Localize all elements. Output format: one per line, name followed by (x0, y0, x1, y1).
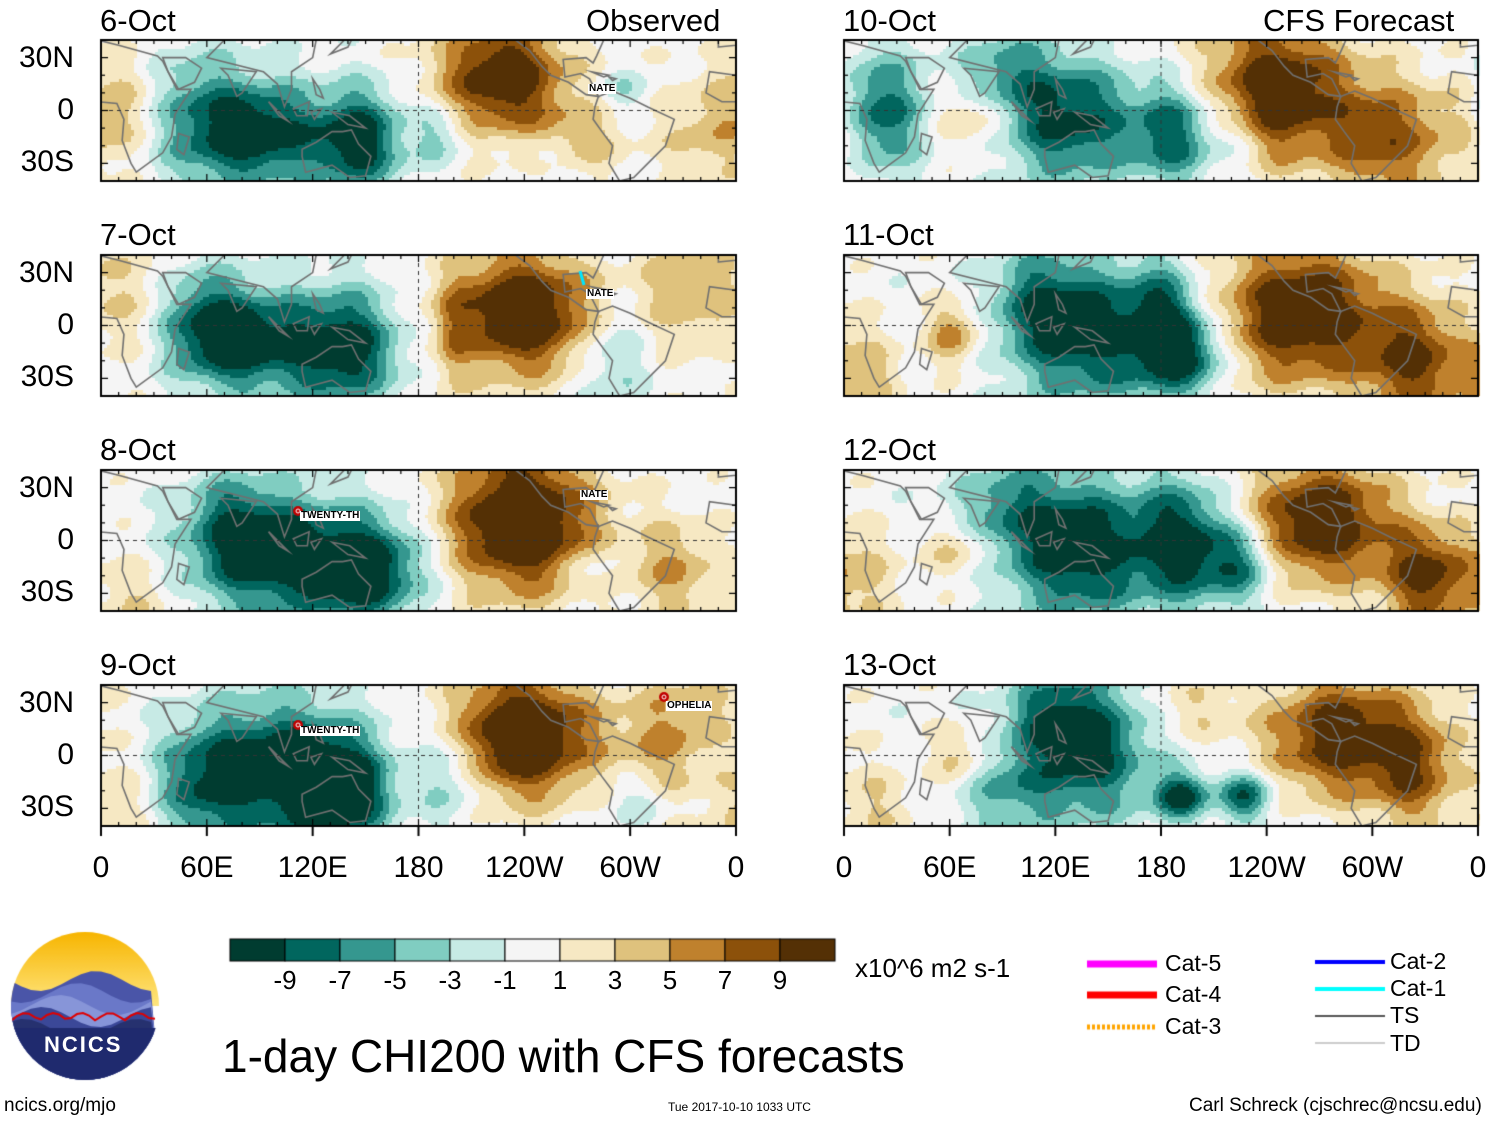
colorbar-tick-label: 7 (717, 965, 733, 995)
legend-label-td: TD (1390, 1030, 1421, 1056)
colorbar-tick-label: -3 (438, 965, 462, 995)
colorbar-tick-label: 1 (552, 965, 568, 995)
colorbar-tick-label: 9 (772, 965, 788, 995)
lon-tick-label: 120W (1227, 851, 1306, 884)
lat-tick-label: 0 (57, 308, 74, 341)
lat-tick-label: 0 (57, 738, 74, 771)
colorbar-tick-label: -1 (493, 965, 517, 995)
colorbar-tick-label: -9 (273, 965, 297, 995)
storm-label-twenty-th-8oct: TWENTY-TH (300, 510, 361, 521)
site-link[interactable]: ncics.org/mjo (4, 1095, 116, 1116)
panel-date-8-oct: 8-Oct (100, 432, 176, 467)
panel-date-7-oct: 7-Oct (100, 217, 176, 252)
figure-title: 1-day CHI200 with CFS forecasts (222, 1030, 905, 1082)
panel-date-11-oct: 11-Oct (843, 217, 934, 252)
lat-tick-label: 0 (57, 523, 74, 556)
ncics-logo-text: NCICS (44, 1032, 123, 1057)
lon-tick-label: 60W (1341, 851, 1404, 884)
lat-tick-label: 30S (20, 790, 74, 823)
legend-label-cat2: Cat-2 (1390, 948, 1447, 974)
lon-tick-label: 180 (393, 851, 444, 884)
lat-tick-label: 30N (18, 41, 74, 74)
lon-tick-label: 60W (599, 851, 661, 884)
colorbar-tick-label: -5 (383, 965, 407, 995)
lon-tick-label: 0 (1469, 851, 1487, 884)
lon-tick-label: 0 (835, 851, 853, 884)
lat-tick-label: 30S (20, 360, 74, 393)
storm-label-twenty-th-9oct: TWENTY-TH (300, 725, 361, 736)
lat-tick-label: 0 (57, 93, 74, 126)
panel-date-9-oct: 9-Oct (100, 647, 176, 682)
legend-label-cat5: Cat-5 (1165, 950, 1222, 976)
colorbar-units: x10^6 m2 s-1 (855, 953, 1011, 983)
storm-label-nate-8oct: NATE (580, 489, 609, 500)
panel-date-6-oct: 6-Oct (100, 3, 176, 38)
lon-tick-label: 120E (277, 851, 348, 884)
panel-date-13-oct: 13-Oct (843, 647, 937, 682)
lon-tick-label: 120E (1020, 851, 1091, 884)
colorbar-tick-label: -7 (328, 965, 352, 995)
lat-tick-label: 30S (20, 575, 74, 608)
legend-label-cat4: Cat-4 (1165, 981, 1222, 1007)
colorbar-tick-label: 3 (607, 965, 623, 995)
timestamp: Tue 2017-10-10 1033 UTC (668, 1100, 811, 1114)
author-credit: Carl Schreck (cjschrec@ncsu.edu) (1189, 1095, 1482, 1116)
lon-tick-label: 60E (180, 851, 234, 884)
lon-tick-label: 120W (485, 851, 564, 884)
forecast-header: CFS Forecast (1263, 3, 1455, 38)
storm-label-ophelia-9oct: OPHELIA (666, 700, 713, 711)
storm-label-nate-7oct: NATE (586, 288, 615, 299)
storm-label-nate-6oct: NATE (588, 83, 617, 94)
colorbar-tick-label: 5 (662, 965, 678, 995)
lon-tick-label: 60E (922, 851, 977, 884)
panel-date-12-oct: 12-Oct (843, 432, 937, 467)
lon-tick-label: 0 (727, 851, 745, 884)
panel-date-10-oct: 10-Oct (843, 3, 937, 38)
lat-tick-label: 30N (18, 471, 74, 504)
lat-tick-label: 30N (18, 686, 74, 719)
lat-tick-label: 30N (18, 256, 74, 289)
lat-tick-label: 30S (20, 145, 74, 178)
legend-label-cat1: Cat-1 (1390, 975, 1447, 1001)
lon-tick-label: 0 (92, 851, 110, 884)
observed-header: Observed (586, 3, 721, 38)
legend-label-cat3: Cat-3 (1165, 1013, 1222, 1039)
legend-label-ts: TS (1390, 1002, 1420, 1028)
lon-tick-label: 180 (1135, 851, 1187, 884)
